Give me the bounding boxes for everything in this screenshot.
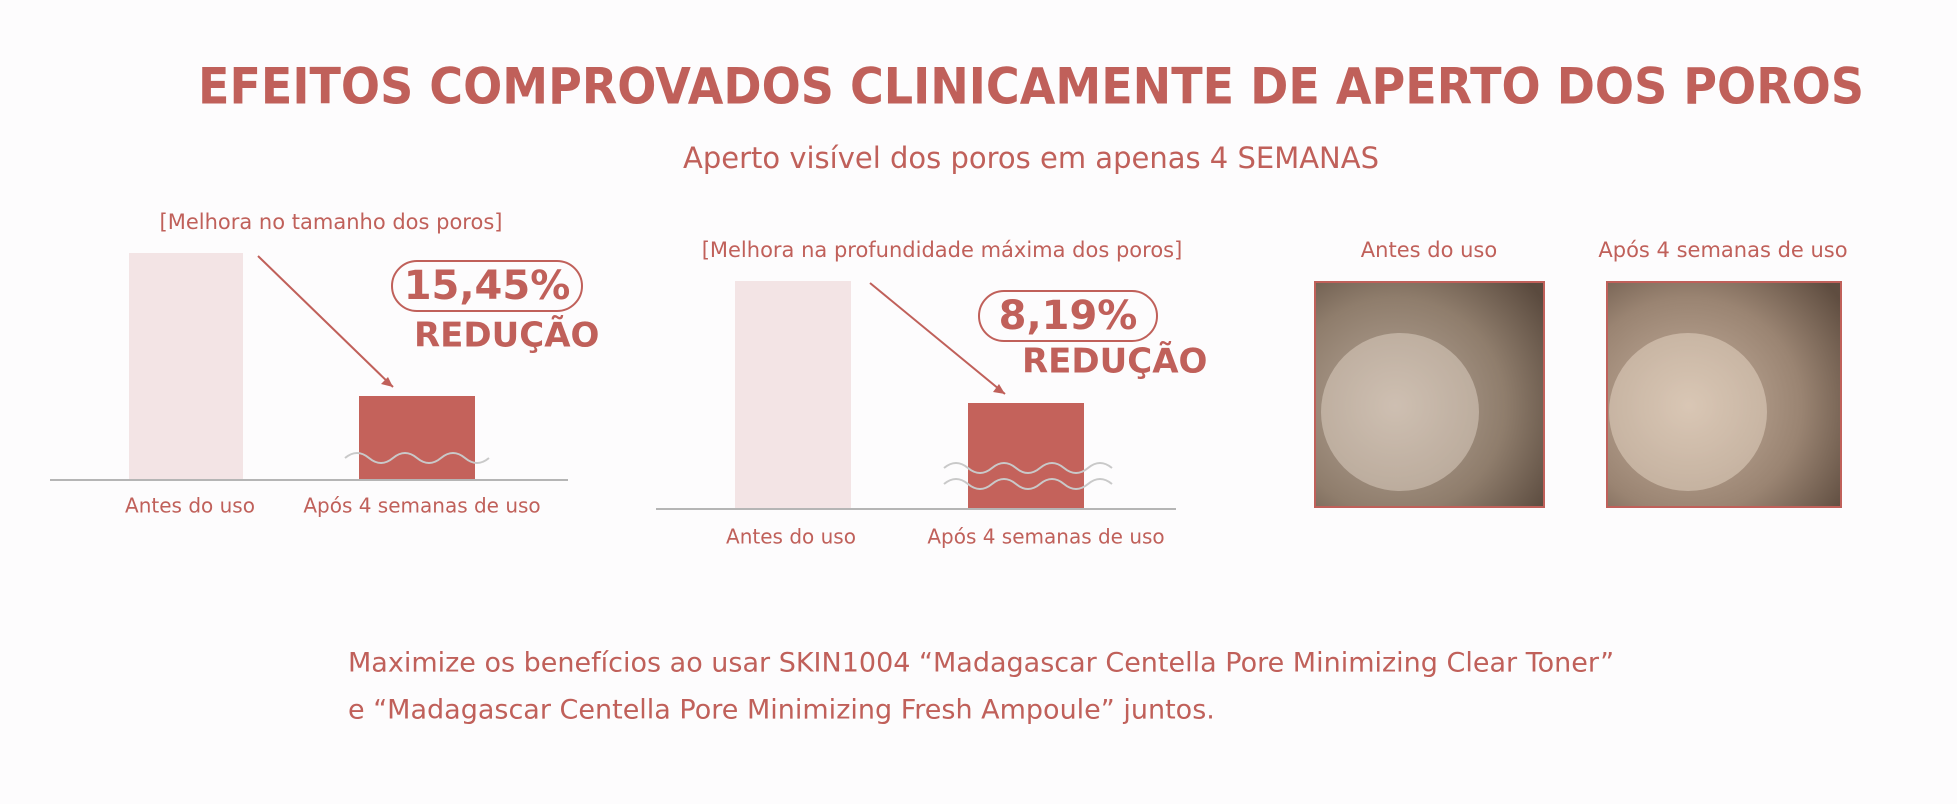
photo-label: Antes do uso <box>1361 238 1497 262</box>
focus-circle <box>1609 333 1767 491</box>
badge <box>391 260 583 312</box>
before-label: Antes do uso <box>125 494 255 518</box>
bar-after <box>968 403 1084 509</box>
wave <box>943 478 1113 490</box>
reduction-value: 8,19% <box>999 293 1138 339</box>
reduction-value: 15,45% <box>404 263 571 309</box>
title: EFEITOS COMPROVADOS CLINICAMENTE DE APER… <box>198 58 1864 116</box>
badge <box>978 290 1158 342</box>
reduction-label: REDUÇÃO <box>414 315 599 356</box>
footer-line: Maximize os benefícios ao usar SKIN1004 … <box>348 648 1614 679</box>
wave <box>943 462 1113 474</box>
photo-after <box>1606 281 1842 508</box>
after-label: Após 4 semanas de uso <box>303 494 540 518</box>
photo-before <box>1314 281 1545 508</box>
bar-before <box>735 281 851 509</box>
chart: [Melhora no tamanho dos poros] Antes do … <box>50 210 599 518</box>
arrow <box>869 282 1006 395</box>
footer-line: e “Madagascar Centella Pore Minimizing F… <box>348 695 1215 726</box>
before-label: Antes do uso <box>726 525 856 549</box>
wave <box>344 452 490 464</box>
arrow-head <box>381 377 393 387</box>
bar-after <box>359 396 475 480</box>
subtitle: Aperto visível dos poros em apenas 4 SEM… <box>683 141 1379 175</box>
photo-label: Após 4 semanas de uso <box>1598 238 1847 262</box>
after-label: Após 4 semanas de uso <box>927 525 1164 549</box>
chart-caption: [Melhora na profundidade máxima dos poro… <box>702 238 1183 262</box>
chart: [Melhora na profundidade máxima dos poro… <box>656 238 1207 549</box>
arrow-head <box>993 384 1005 394</box>
focus-circle <box>1321 333 1479 491</box>
arrow <box>257 255 394 388</box>
chart-caption: [Melhora no tamanho dos poros] <box>160 210 503 234</box>
reduction-label: REDUÇÃO <box>1022 341 1207 382</box>
photos: Antes do uso Após 4 semanas de uso <box>1314 238 1848 508</box>
bar-before <box>129 253 243 480</box>
